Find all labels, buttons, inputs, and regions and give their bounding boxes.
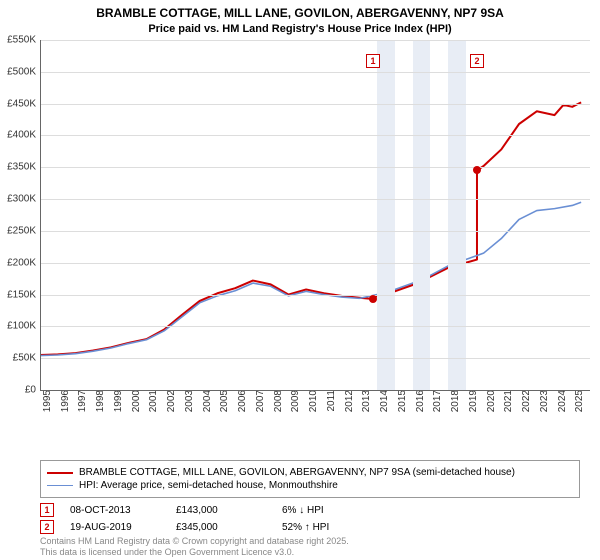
x-tick-label: 2010 [306, 390, 319, 412]
gridline [40, 326, 590, 327]
x-axis [40, 390, 590, 391]
gridline [40, 167, 590, 168]
x-tick-label: 1996 [58, 390, 71, 412]
x-tick-label: 2025 [572, 390, 585, 412]
event-price: £345,000 [176, 522, 266, 533]
plot-area: £0£50K£100K£150K£200K£250K£300K£350K£400… [40, 40, 590, 390]
legend-item: HPI: Average price, semi-detached house,… [47, 480, 573, 491]
x-tick-label: 2018 [448, 390, 461, 412]
series-hpi [40, 202, 581, 355]
gridline [40, 358, 590, 359]
event-delta: 6% ↓ HPI [282, 505, 372, 516]
x-tick-label: 2020 [484, 390, 497, 412]
x-tick-label: 2022 [519, 390, 532, 412]
events-table: 1 08-OCT-2013 £143,000 6% ↓ HPI 2 19-AUG-2019… [40, 500, 580, 537]
gridline [40, 295, 590, 296]
series-price_paid [40, 102, 581, 355]
gridline [40, 263, 590, 264]
event-marker-2: 2 [470, 54, 484, 68]
gridline [40, 104, 590, 105]
y-tick-label: £400K [7, 130, 40, 141]
x-tick-label: 2017 [430, 390, 443, 412]
x-tick-label: 1998 [93, 390, 106, 412]
x-tick-label: 2005 [217, 390, 230, 412]
legend-swatch [47, 485, 73, 486]
gridline [40, 135, 590, 136]
event-date: 19-AUG-2019 [70, 522, 160, 533]
event-row-marker: 1 [40, 503, 54, 517]
line-series-svg [40, 40, 590, 390]
x-tick-label: 2024 [555, 390, 568, 412]
event-row: 1 08-OCT-2013 £143,000 6% ↓ HPI [40, 503, 580, 517]
x-tick-label: 2014 [377, 390, 390, 412]
gridline [40, 40, 590, 41]
footer-line-2: This data is licensed under the Open Gov… [40, 547, 349, 558]
x-tick-label: 2000 [129, 390, 142, 412]
gridline [40, 231, 590, 232]
event-delta: 52% ↑ HPI [282, 522, 372, 533]
x-tick-label: 1997 [75, 390, 88, 412]
event-marker-1: 1 [366, 54, 380, 68]
y-tick-label: £550K [7, 35, 40, 46]
event-point-1 [369, 295, 377, 303]
shaded-band [377, 40, 395, 390]
footer-attribution: Contains HM Land Registry data © Crown c… [40, 536, 349, 558]
y-tick-label: £350K [7, 162, 40, 173]
y-axis [40, 40, 41, 390]
x-tick-label: 2015 [395, 390, 408, 412]
x-tick-label: 2016 [413, 390, 426, 412]
gridline [40, 72, 590, 73]
x-tick-label: 2011 [324, 390, 337, 412]
y-tick-label: £200K [7, 257, 40, 268]
chart-title: BRAMBLE COTTAGE, MILL LANE, GOVILON, ABE… [0, 0, 600, 36]
x-tick-label: 2004 [200, 390, 213, 412]
y-tick-label: £0 [25, 385, 40, 396]
y-tick-label: £150K [7, 289, 40, 300]
y-tick-label: £100K [7, 321, 40, 332]
event-price: £143,000 [176, 505, 266, 516]
x-tick-label: 1995 [40, 390, 53, 412]
event-date: 08-OCT-2013 [70, 505, 160, 516]
y-tick-label: £300K [7, 194, 40, 205]
legend-swatch [47, 472, 73, 474]
x-tick-label: 2006 [235, 390, 248, 412]
shaded-band [413, 40, 431, 390]
footer-line-1: Contains HM Land Registry data © Crown c… [40, 536, 349, 547]
y-tick-label: £250K [7, 225, 40, 236]
x-tick-label: 2003 [182, 390, 195, 412]
title-line-2: Price paid vs. HM Land Registry's House … [0, 22, 600, 36]
legend-label: HPI: Average price, semi-detached house,… [79, 480, 338, 491]
x-tick-label: 2013 [359, 390, 372, 412]
x-tick-label: 2019 [466, 390, 479, 412]
x-tick-label: 2012 [342, 390, 355, 412]
event-row-marker: 2 [40, 520, 54, 534]
gridline [40, 199, 590, 200]
title-line-1: BRAMBLE COTTAGE, MILL LANE, GOVILON, ABE… [0, 6, 600, 22]
legend-item: BRAMBLE COTTAGE, MILL LANE, GOVILON, ABE… [47, 467, 573, 478]
x-tick-label: 2009 [288, 390, 301, 412]
x-tick-label: 2023 [537, 390, 550, 412]
event-row: 2 19-AUG-2019 £345,000 52% ↑ HPI [40, 520, 580, 534]
y-tick-label: £450K [7, 98, 40, 109]
event-point-2 [473, 166, 481, 174]
y-tick-label: £500K [7, 66, 40, 77]
chart-area: £0 £50K £100K £150K £200K £250K £300K £350K £400… [0, 40, 600, 430]
x-tick-label: 2001 [146, 390, 159, 412]
x-tick-label: 2007 [253, 390, 266, 412]
x-tick-label: 1999 [111, 390, 124, 412]
legend: BRAMBLE COTTAGE, MILL LANE, GOVILON, ABE… [40, 460, 580, 498]
shaded-band [448, 40, 466, 390]
x-tick-label: 2002 [164, 390, 177, 412]
x-tick-label: 2008 [271, 390, 284, 412]
y-tick-label: £50K [13, 353, 40, 364]
x-tick-label: 2021 [501, 390, 514, 412]
legend-label: BRAMBLE COTTAGE, MILL LANE, GOVILON, ABE… [79, 467, 515, 478]
